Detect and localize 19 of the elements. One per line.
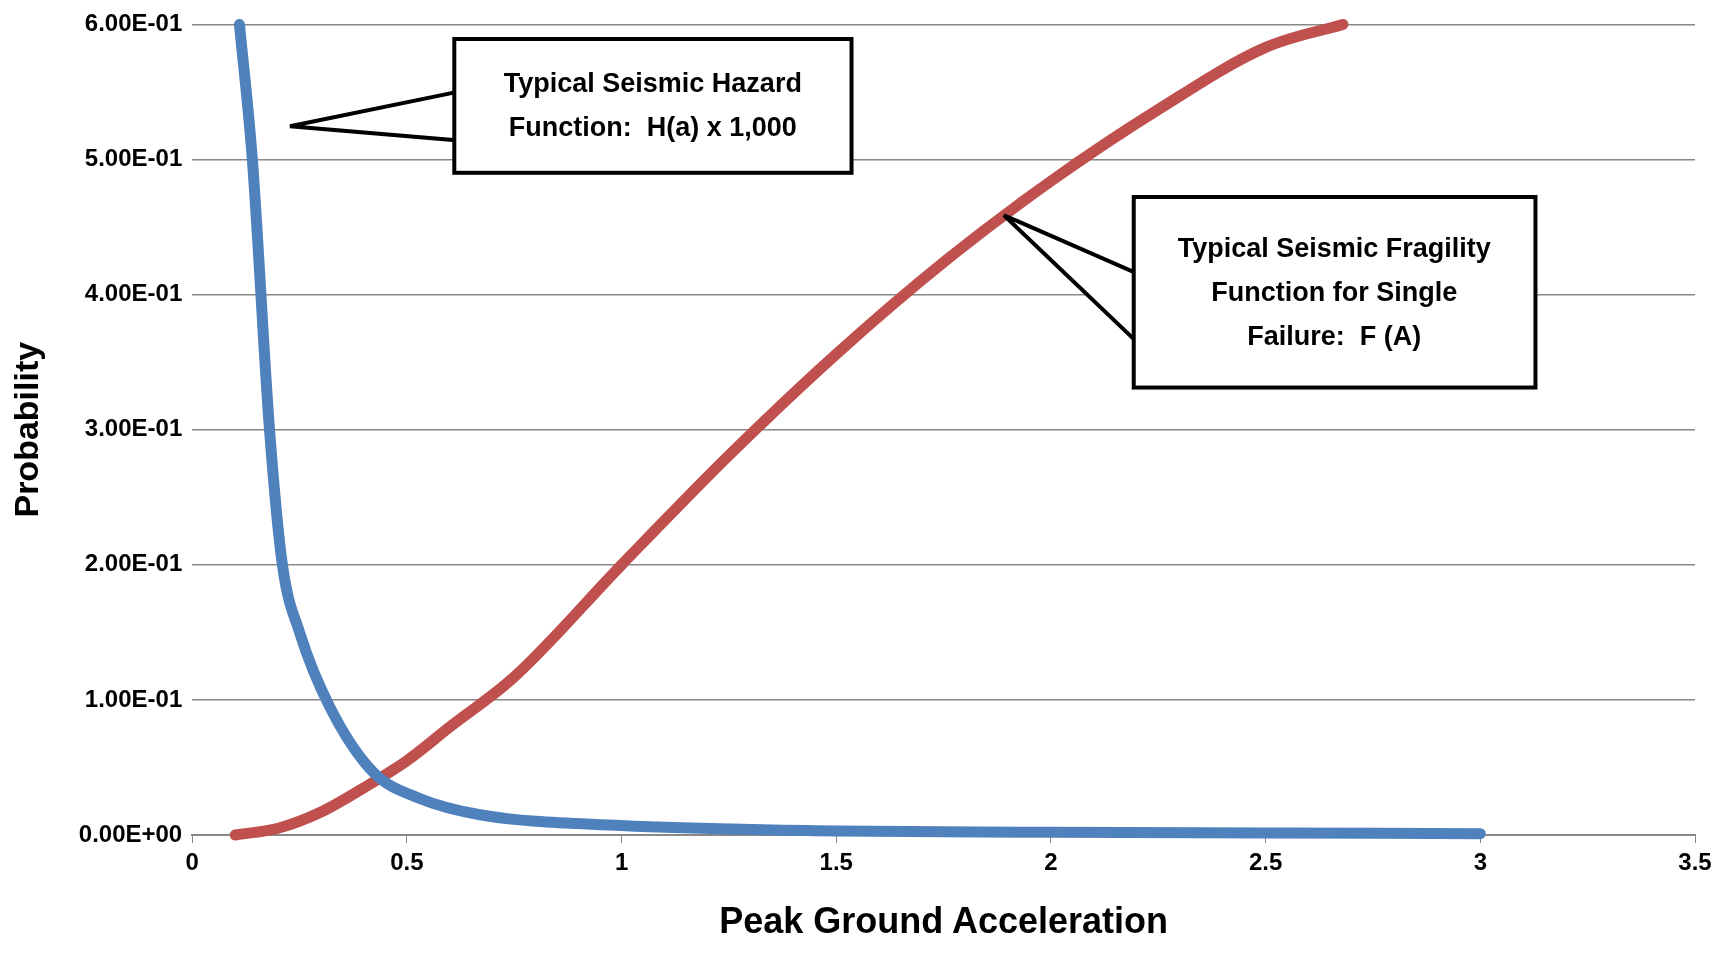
annotation: Typical Seismic Hazard Function: H(a) x 1,000 (452, 36, 854, 175)
y-tick-label: 2.00E-01 (84, 549, 183, 577)
y-tick-label: 4.00E-01 (84, 279, 183, 307)
x-tick-label: 1 (614, 848, 629, 876)
x-tick-label: 3 (1473, 848, 1487, 876)
x-tick-label: 3.5 (1678, 848, 1712, 876)
y-tick-label: 1.00E-01 (84, 684, 183, 712)
y-tick-label: 6.00E-01 (84, 9, 183, 37)
y-tick-label: 5.00E-01 (84, 144, 183, 172)
x-axis-title: Peak Ground Acceleration (719, 900, 1169, 942)
x-tick-label: 1.5 (819, 848, 853, 876)
x-tick-label: 0 (185, 848, 199, 876)
x-tick-label: 0.5 (390, 848, 424, 876)
annotation: Typical Seismic Fragility Function for Single Failure: F (A) (1131, 194, 1538, 390)
y-axis-title: Probability (6, 341, 45, 518)
y-tick-label: 0.00E+00 (78, 819, 183, 847)
y-tick-label: 3.00E-01 (84, 414, 183, 442)
x-tick-label: 2 (1044, 848, 1058, 876)
x-tick-label: 2.5 (1248, 848, 1283, 876)
